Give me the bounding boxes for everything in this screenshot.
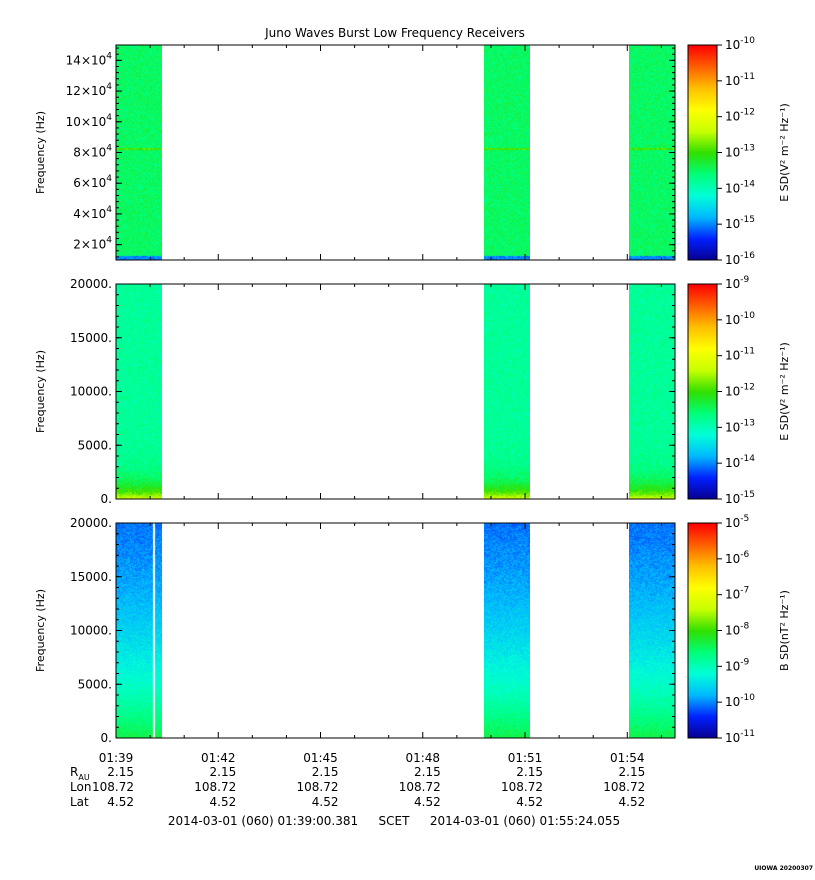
- footer-start-time: 2014-03-01 (060) 01:39:00.381: [168, 814, 358, 828]
- colorbar-tick-label: 10-9: [725, 275, 750, 291]
- ephemeris-value: 108.72: [297, 780, 339, 794]
- ephemeris-value: 2.15: [107, 765, 134, 779]
- colorbar-tick-label: 10-11: [725, 729, 755, 745]
- y-tick-label: 10000.: [70, 624, 112, 638]
- ephemeris-value: 108.72: [399, 780, 441, 794]
- burst-top-2: [484, 45, 530, 260]
- colorbar-tick-label: 10-11: [725, 347, 755, 363]
- ephemeris-value: 108.72: [603, 780, 645, 794]
- y-tick-label: 6×104: [73, 174, 112, 190]
- version-stamp: UIOWA 20200307: [754, 865, 813, 872]
- colorbar-tick-label: 10-14: [725, 179, 755, 195]
- time-tick-label: 01:42: [201, 751, 236, 765]
- ephemeris-row-label: Lat: [70, 795, 89, 809]
- y-tick-label: 20000.: [70, 277, 112, 291]
- colorbar-tick-label: 10-14: [725, 454, 755, 470]
- y-tick-label: 12×104: [66, 82, 113, 98]
- burst-middle-1: [116, 284, 162, 499]
- colorbar-tick-label: 10-13: [725, 418, 755, 434]
- ephemeris-value: 4.52: [619, 795, 646, 809]
- colorbar-tick-label: 10-10: [725, 36, 755, 52]
- colorbar-tick-label: 10-12: [725, 108, 755, 124]
- ephemeris-row-label: Lon: [70, 780, 91, 794]
- panel-top: 2×104 4×104 6×104 8×104 10×104 12×104 14×104 Fr…: [34, 36, 791, 267]
- plot-frame: [115, 522, 676, 739]
- colorbar-label: B SD(nT² Hz⁻¹): [778, 590, 791, 671]
- colorbar-tick-label: 10-12: [725, 383, 755, 399]
- ephemeris-value: 4.52: [312, 795, 339, 809]
- burst-middle-2: [484, 284, 530, 499]
- ephemeris-value: 108.72: [501, 780, 543, 794]
- chart-title: Juno Waves Burst Low Frequency Receivers: [264, 26, 525, 40]
- ephemeris-value: 2.15: [619, 765, 646, 779]
- ephemeris-value: 108.72: [194, 780, 236, 794]
- burst-bottom-2: [484, 523, 530, 738]
- colorbar-tick-label: 10-11: [725, 72, 755, 88]
- y-tick-label: 14×104: [66, 51, 113, 67]
- y-tick-label: 8×104: [73, 144, 112, 160]
- time-tick-label: 01:54: [610, 751, 645, 765]
- ephemeris-value: 4.52: [107, 795, 134, 809]
- colorbar-tick-label: 10-10: [725, 693, 755, 709]
- y-axis-label: Frequency (Hz): [34, 111, 47, 194]
- ephemeris-value: 2.15: [414, 765, 441, 779]
- ephemeris-row-label: RAU: [70, 765, 90, 782]
- y-axis-label: Frequency (Hz): [34, 589, 47, 672]
- y-tick-label: 0.: [101, 731, 112, 745]
- burst-bottom-3: [629, 523, 675, 738]
- colorbar: [688, 45, 717, 260]
- y-axis-label: Frequency (Hz): [34, 350, 47, 433]
- burst-top-1: [116, 45, 162, 260]
- time-tick-label: 01:48: [405, 751, 440, 765]
- colorbar-tick-label: 10-7: [725, 586, 749, 602]
- time-axis: 01:39 01:42 01:45 01:48 01:51 01:54: [99, 751, 645, 765]
- ephemeris-value: 4.52: [210, 795, 237, 809]
- colorbar-label: E SD(V² m⁻² Hz⁻¹): [778, 103, 791, 202]
- plot-frame: [115, 44, 676, 261]
- panel-bottom: 0. 5000. 10000. 15000. 20000. Frequency (Hz) 1…: [34, 514, 791, 745]
- y-tick-label: 15000.: [70, 570, 112, 584]
- colorbar-tick-label: 10-15: [725, 215, 755, 231]
- colorbar-tick-label: 10-5: [725, 514, 749, 530]
- colorbar-tick-label: 10-13: [725, 144, 755, 160]
- burst-top-3: [629, 45, 675, 260]
- ephemeris-value: 4.52: [414, 795, 441, 809]
- colorbar-tick-label: 10-10: [725, 311, 755, 327]
- ephemeris-value: 2.15: [210, 765, 237, 779]
- colorbar-label: E SD(V² m⁻² Hz⁻¹): [778, 342, 791, 441]
- plot-frame: [115, 283, 676, 500]
- y-tick-label: 4×104: [73, 205, 112, 221]
- ephemeris-value: 2.15: [312, 765, 339, 779]
- burst-middle-3: [629, 284, 675, 499]
- y-tick-label: 0.: [101, 492, 112, 506]
- y-tick-label: 20000.: [70, 516, 112, 530]
- colorbar: [688, 284, 717, 499]
- y-tick-label: 10×104: [66, 113, 113, 129]
- colorbar-tick-label: 10-8: [725, 622, 750, 638]
- footer-scet-label: SCET: [379, 814, 411, 828]
- colorbar: [688, 523, 717, 738]
- time-tick-label: 01:45: [303, 751, 338, 765]
- panel-middle: 0. 5000. 10000. 15000. 20000. Frequency (Hz) 1…: [34, 275, 791, 506]
- colorbar-tick-label: 10-16: [725, 251, 755, 267]
- ephemeris-value: 2.15: [516, 765, 543, 779]
- colorbar-tick-label: 10-9: [725, 657, 750, 673]
- time-tick-label: 01:39: [99, 751, 134, 765]
- y-tick-label: 10000.: [70, 385, 112, 399]
- colorbar-tick-label: 10-6: [725, 550, 750, 566]
- y-tick-label: 2×104: [73, 236, 112, 252]
- ephemeris-value: 108.72: [92, 780, 134, 794]
- y-tick-label: 5000.: [78, 438, 112, 452]
- panels: 2×104 4×104 6×104 8×104 10×104 12×104 14×104 Fr…: [34, 36, 791, 745]
- time-tick-label: 01:51: [508, 751, 543, 765]
- burst-bottom-1: [116, 523, 162, 738]
- footer-end-time: 2014-03-01 (060) 01:55:24.055: [430, 814, 620, 828]
- y-tick-label: 15000.: [70, 331, 112, 345]
- ephemeris-value: 4.52: [516, 795, 543, 809]
- colorbar-tick-label: 10-15: [725, 490, 755, 506]
- y-tick-label: 5000.: [78, 677, 112, 691]
